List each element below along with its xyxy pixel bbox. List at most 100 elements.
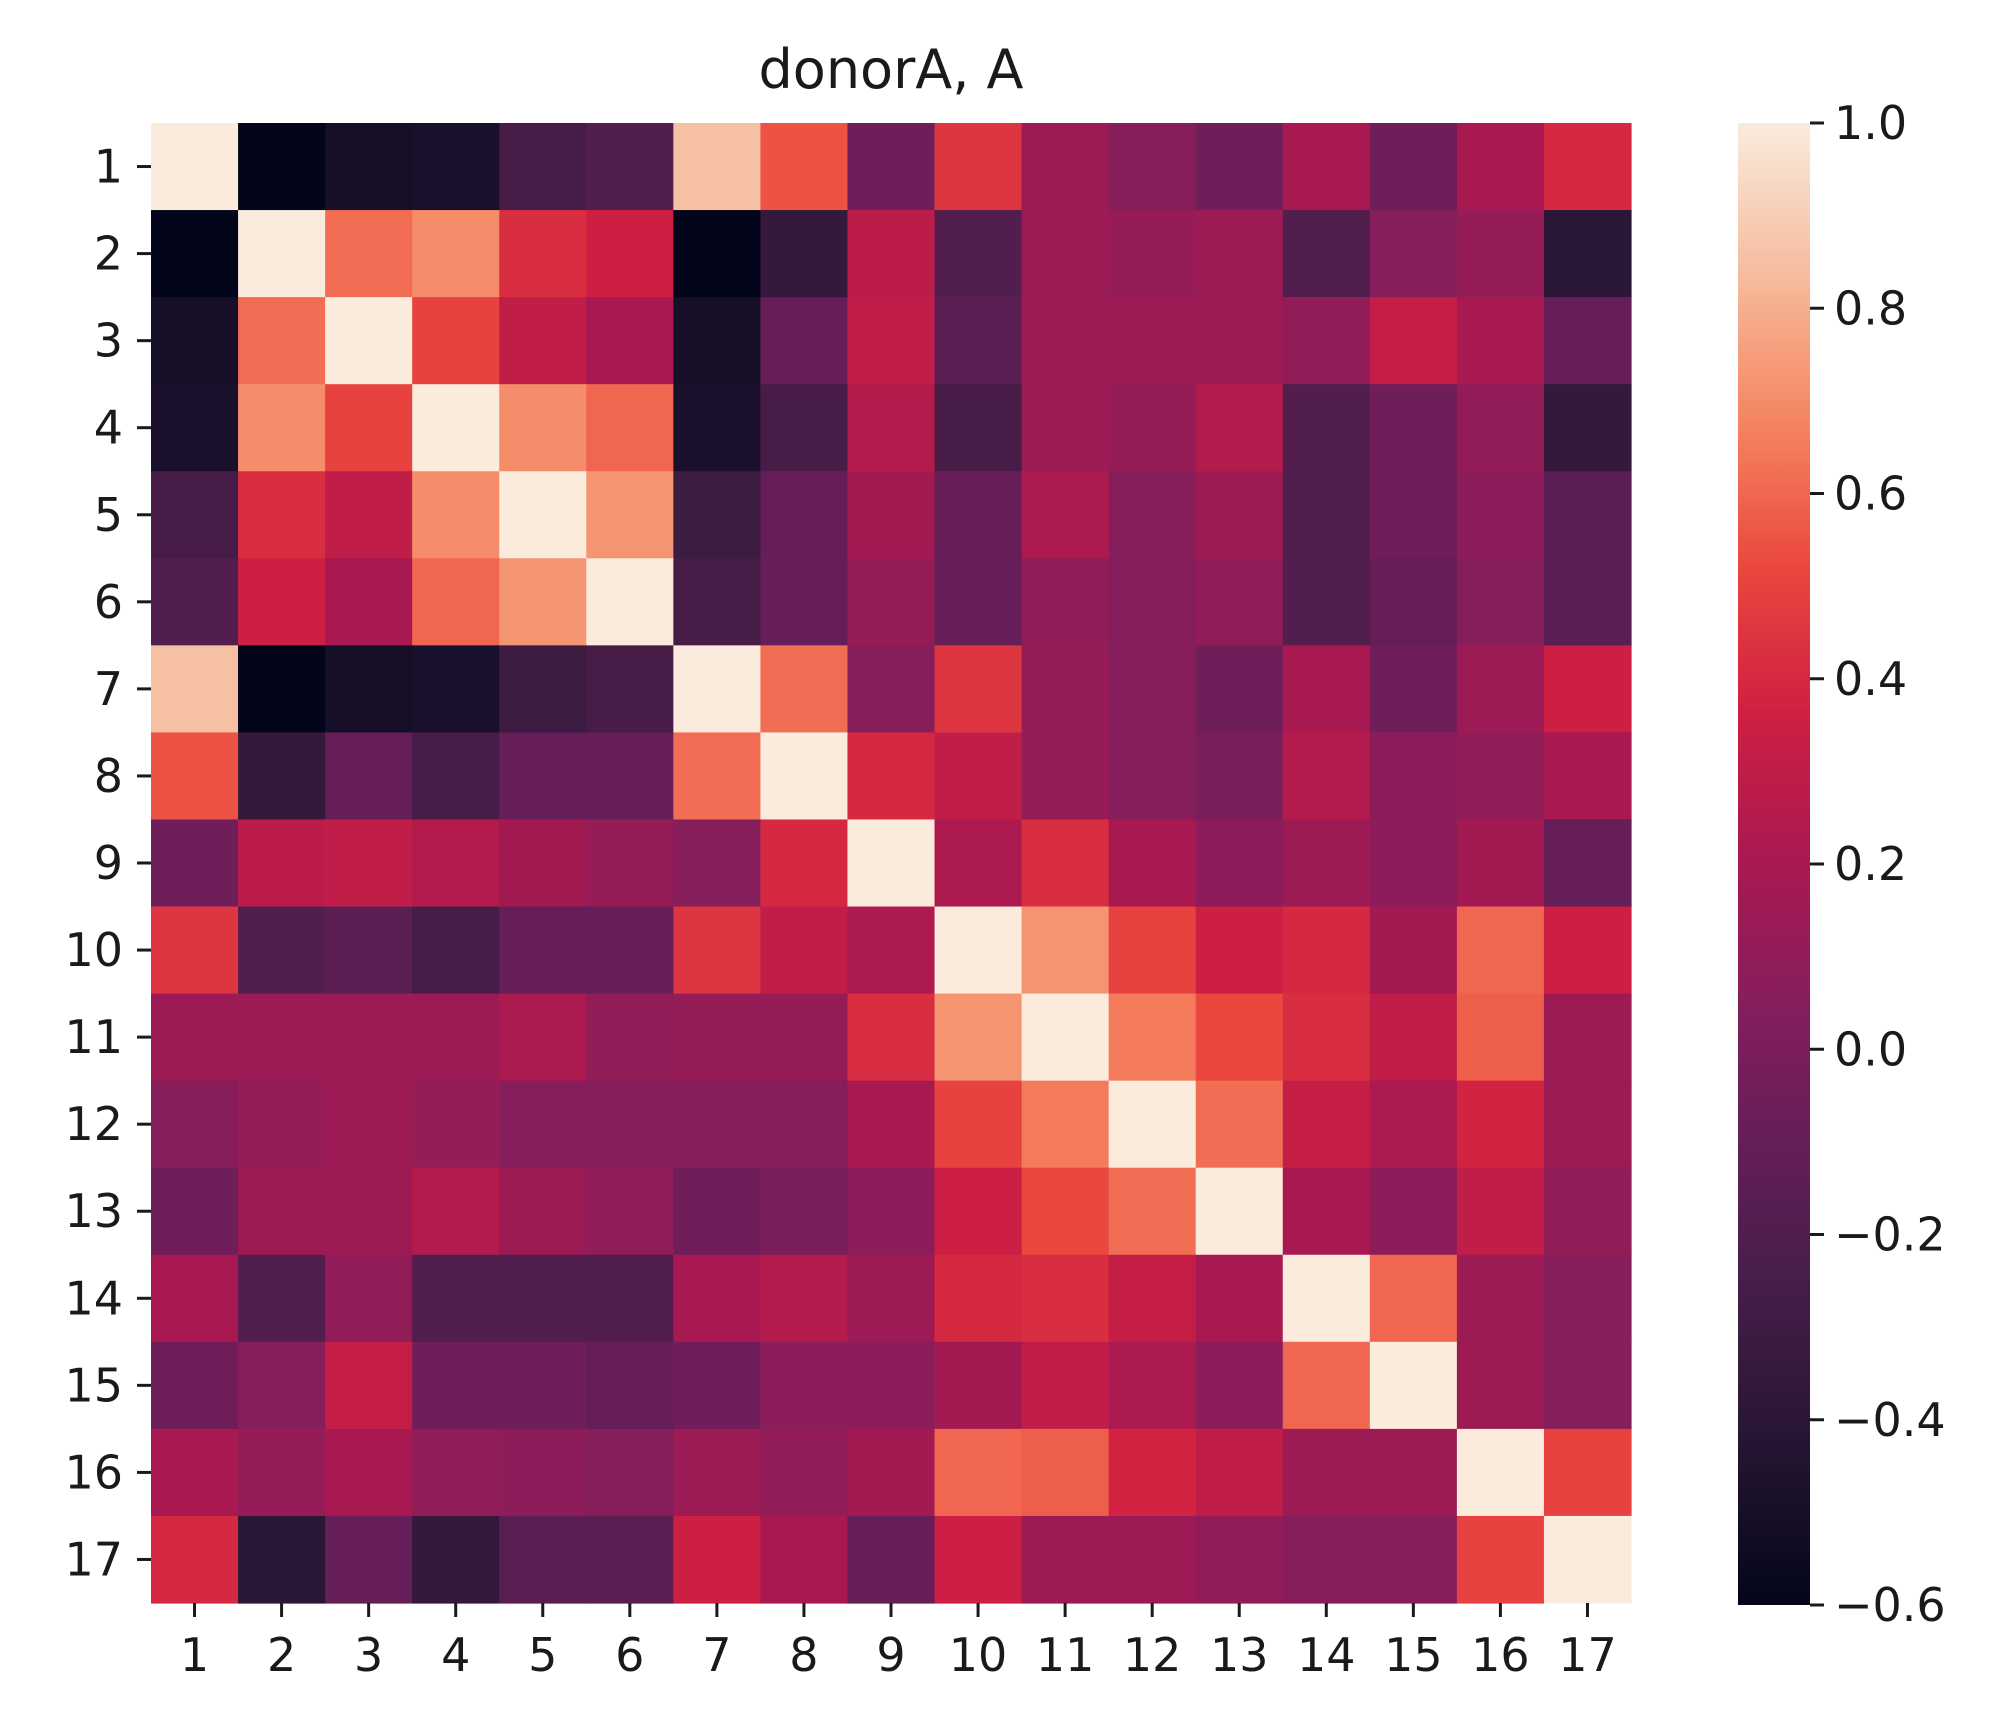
heatmap-cell bbox=[673, 1428, 762, 1517]
heatmap-cell bbox=[1282, 645, 1371, 734]
heatmap-cell bbox=[499, 732, 587, 821]
heatmap-cell bbox=[934, 297, 1023, 385]
heatmap-cell bbox=[1195, 819, 1284, 908]
heatmap-cell bbox=[412, 471, 500, 559]
heatmap-cell bbox=[586, 123, 674, 211]
heatmap-cell bbox=[238, 1080, 326, 1169]
heatmap-cell bbox=[1456, 993, 1545, 1082]
heatmap-cell bbox=[847, 123, 936, 211]
heatmap-cell bbox=[1195, 1515, 1284, 1604]
heatmap-cell bbox=[1369, 384, 1458, 472]
x-tick-label: 9 bbox=[876, 1628, 905, 1682]
heatmap-cell bbox=[238, 1515, 326, 1604]
heatmap-cell bbox=[238, 819, 326, 908]
x-tick-label: 5 bbox=[528, 1628, 557, 1682]
heatmap-cell bbox=[1195, 645, 1284, 734]
y-tick-label: 15 bbox=[64, 1358, 123, 1412]
heatmap-cell bbox=[1021, 123, 1110, 211]
heatmap-cell bbox=[1456, 297, 1545, 385]
heatmap-cell bbox=[1195, 1428, 1284, 1517]
heatmap-cell bbox=[412, 1080, 500, 1169]
heatmap-cell bbox=[499, 558, 587, 646]
heatmap-cell bbox=[760, 1254, 849, 1343]
x-tick-label: 14 bbox=[1297, 1628, 1356, 1682]
heatmap-cell bbox=[325, 1080, 413, 1169]
heatmap-cell bbox=[1543, 297, 1632, 385]
heatmap-cell bbox=[847, 1254, 936, 1343]
heatmap-cell bbox=[673, 297, 762, 385]
y-tick-label: 8 bbox=[94, 749, 123, 803]
heatmap-cell bbox=[151, 471, 239, 559]
heatmap-cell bbox=[673, 1515, 762, 1604]
heatmap-cell bbox=[1456, 384, 1545, 472]
heatmap-cell bbox=[1108, 1428, 1197, 1517]
x-tick-label: 17 bbox=[1558, 1628, 1617, 1682]
heatmap-cell bbox=[1195, 297, 1284, 385]
heatmap-cell bbox=[1456, 1254, 1545, 1343]
heatmap-cell bbox=[1021, 1341, 1110, 1430]
heatmap-cell bbox=[1456, 732, 1545, 821]
heatmap-cell bbox=[1021, 471, 1110, 559]
heatmap-cell bbox=[1108, 819, 1197, 908]
heatmap-cell bbox=[325, 906, 413, 995]
heatmap-cell bbox=[412, 1167, 500, 1256]
heatmap-cell bbox=[586, 1515, 674, 1604]
heatmap-cell bbox=[673, 645, 762, 734]
heatmap-cell bbox=[1108, 1254, 1197, 1343]
heatmap-cell bbox=[1369, 123, 1458, 211]
x-tick-label: 11 bbox=[1036, 1628, 1095, 1682]
heatmap-cell bbox=[586, 993, 674, 1082]
x-tick-label: 1 bbox=[180, 1628, 209, 1682]
heatmap-cell bbox=[1369, 732, 1458, 821]
heatmap-cell bbox=[673, 384, 762, 472]
heatmap-cell bbox=[847, 1515, 936, 1604]
heatmap-cell bbox=[1543, 210, 1632, 298]
heatmap-cell bbox=[1282, 1515, 1371, 1604]
heatmap-cell bbox=[1543, 645, 1632, 734]
heatmap-cell bbox=[412, 297, 500, 385]
heatmap-cell bbox=[325, 1428, 413, 1517]
heatmap-cell bbox=[1456, 1515, 1545, 1604]
heatmap-cell bbox=[325, 558, 413, 646]
heatmap-cell bbox=[1543, 1254, 1632, 1343]
heatmap-cell bbox=[151, 384, 239, 472]
y-tick-label: 5 bbox=[94, 488, 123, 542]
heatmap-cell bbox=[673, 906, 762, 995]
colorbar-tick-label: 0.4 bbox=[1834, 652, 1907, 706]
heatmap-cell bbox=[1108, 906, 1197, 995]
heatmap-cell bbox=[325, 1341, 413, 1430]
heatmap-cell bbox=[1021, 1515, 1110, 1604]
heatmap-cell bbox=[1456, 1080, 1545, 1169]
colorbar-tick-label: 0.8 bbox=[1834, 281, 1907, 335]
heatmap-cell bbox=[325, 819, 413, 908]
heatmap-cell bbox=[934, 471, 1023, 559]
heatmap-cell bbox=[499, 384, 587, 472]
heatmap-cell bbox=[1282, 297, 1371, 385]
heatmap-cell bbox=[325, 297, 413, 385]
heatmap-cell bbox=[847, 297, 936, 385]
heatmap-cell bbox=[847, 384, 936, 472]
heatmap-cell bbox=[1021, 1428, 1110, 1517]
heatmap-cell bbox=[499, 1080, 587, 1169]
heatmap-cell bbox=[1108, 645, 1197, 734]
heatmap-cell bbox=[238, 1167, 326, 1256]
heatmap-cell bbox=[1282, 558, 1371, 646]
heatmap-cell bbox=[586, 1341, 674, 1430]
heatmap-cell bbox=[499, 297, 587, 385]
heatmap-cell bbox=[1456, 819, 1545, 908]
heatmap-cell bbox=[760, 1341, 849, 1430]
heatmap-cell bbox=[1021, 210, 1110, 298]
heatmap-cell bbox=[673, 1167, 762, 1256]
heatmap-cell bbox=[238, 123, 326, 211]
heatmap-cell bbox=[1195, 210, 1284, 298]
colorbar-tick-label: 0.2 bbox=[1834, 837, 1907, 891]
heatmap-cell bbox=[151, 819, 239, 908]
heatmap-cell bbox=[412, 906, 500, 995]
heatmap-cell bbox=[1021, 645, 1110, 734]
heatmap-cell bbox=[238, 471, 326, 559]
heatmap-cell bbox=[760, 297, 849, 385]
heatmap-cell bbox=[934, 1341, 1023, 1430]
heatmap-cell bbox=[847, 645, 936, 734]
colorbar-tick-label: −0.4 bbox=[1834, 1393, 1946, 1447]
heatmap-cell bbox=[325, 123, 413, 211]
